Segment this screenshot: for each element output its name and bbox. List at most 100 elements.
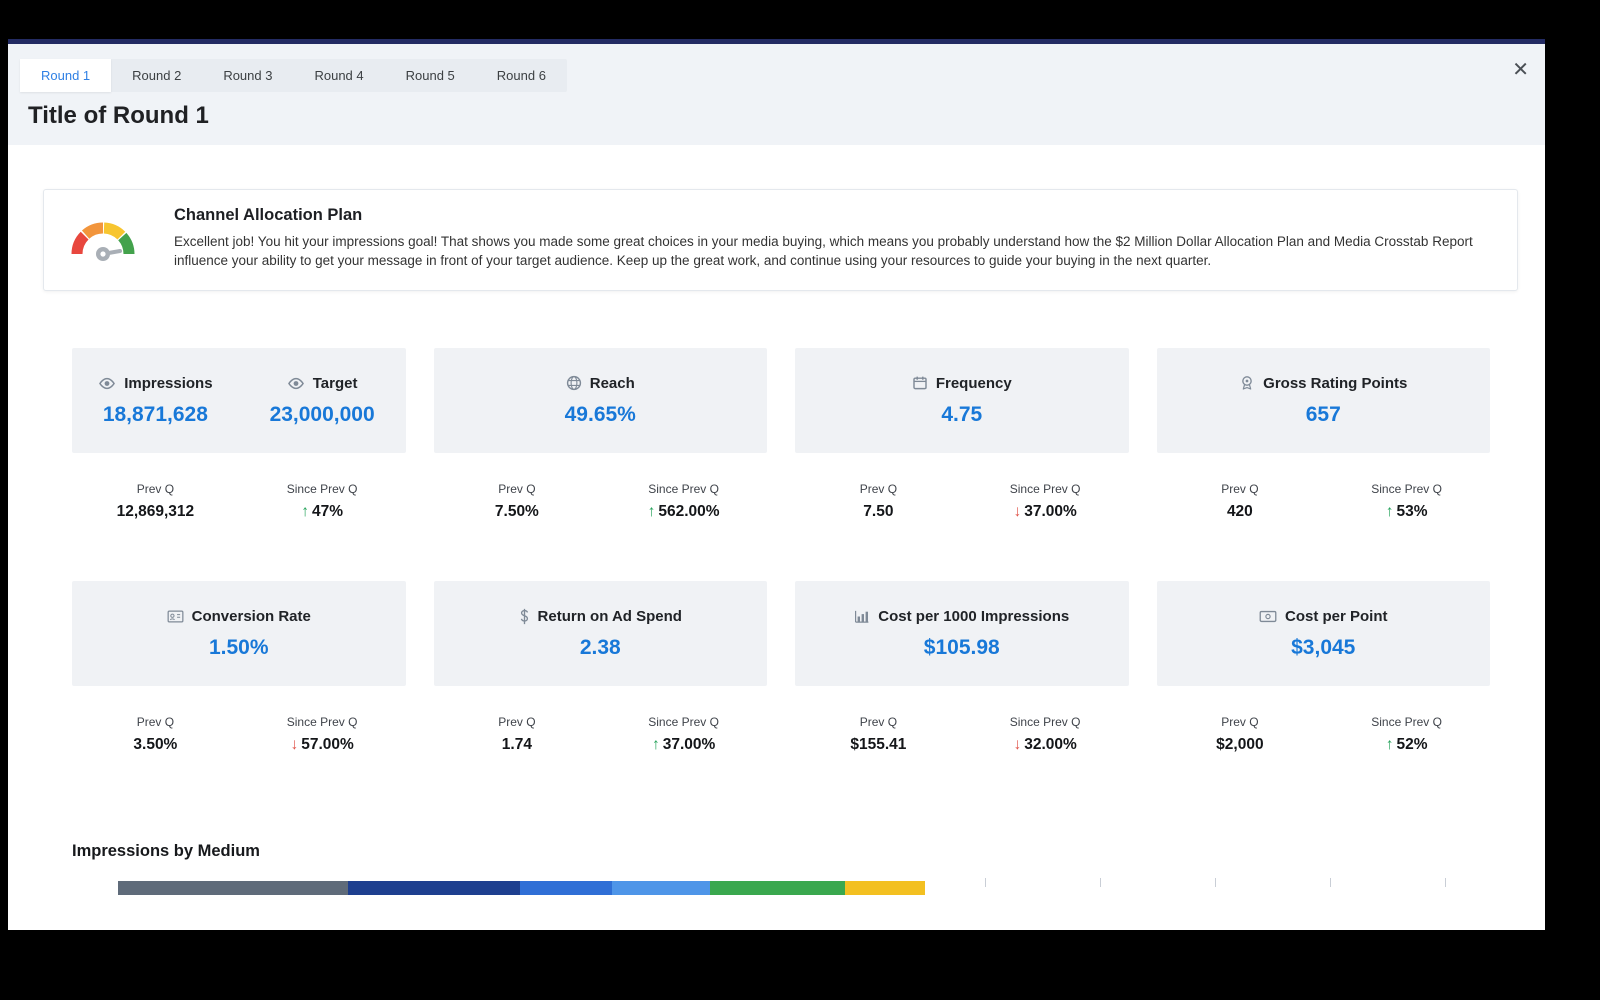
since-prev-q-value: 53% <box>1396 503 1428 521</box>
contact-card-icon <box>167 609 184 624</box>
axis-tick <box>1330 878 1331 888</box>
tab-round-2[interactable]: Round 2 <box>132 68 182 83</box>
metric-value: 49.65% <box>564 402 636 426</box>
metric-value-box: Cost per 1000 Impressions $105.98 <box>795 581 1129 687</box>
bar-track <box>118 878 1446 896</box>
metrics-grid-row-2: Conversion Rate 1.50% Prev Q 3.50% Since… <box>72 581 1490 754</box>
metric-label: Cost per Point <box>1284 607 1388 625</box>
delta-arrow-icon <box>1386 736 1394 753</box>
tab-round-6[interactable]: Round 6 <box>496 68 546 83</box>
since-prev-q-value: 562.00% <box>658 503 720 521</box>
metric-value-box: Gross Rating Points 657 <box>1156 348 1490 454</box>
prev-q-label: Prev Q <box>859 482 898 497</box>
delta-arrow-icon <box>1013 736 1021 753</box>
tab-round-3[interactable]: Round 3 <box>223 68 273 83</box>
delta-arrow-icon <box>290 736 298 753</box>
since-prev-q-label: Since Prev Q <box>286 715 358 730</box>
summary-card: Channel Allocation Plan Excellent job! Y… <box>43 189 1518 292</box>
since-prev-q-label: Since Prev Q <box>648 482 719 497</box>
prev-q-label: Prev Q <box>1221 482 1259 497</box>
metric-label: Conversion Rate <box>191 607 311 625</box>
delta-arrow-icon <box>1013 503 1021 520</box>
prev-q-label: Prev Q <box>1221 715 1259 730</box>
page-title: Title of Round 1 <box>28 102 209 129</box>
prev-q-value: 420 <box>1226 503 1253 521</box>
since-prev-q-label: Since Prev Q <box>1371 482 1442 497</box>
summary-title: Channel Allocation Plan <box>174 206 363 224</box>
prev-q-value: 1.74 <box>501 736 532 754</box>
window-top-accent <box>8 39 1545 44</box>
since-prev-q-label: Since Prev Q <box>648 715 719 730</box>
tab-round-1[interactable]: Round 1 <box>20 59 112 92</box>
metric-label: Impressions <box>124 374 213 392</box>
since-prev-q-value: 57.00% <box>301 736 354 754</box>
banknote-icon <box>1259 610 1277 623</box>
prev-q-value: 3.50% <box>133 736 178 754</box>
prev-q-label: Prev Q <box>498 715 536 730</box>
delta-arrow-icon <box>652 736 660 753</box>
metric-value-box: Reach 49.65% <box>433 348 767 454</box>
section-title-impressions-by-medium: Impressions by Medium <box>72 842 260 861</box>
prev-q-value: 7.50% <box>494 503 539 521</box>
metric-card-impressions: Impressions 18,871,628 Target 23,000,000 <box>72 348 406 521</box>
metric-value-box: Impressions 18,871,628 Target 23,000,000 <box>72 348 406 454</box>
metric-label-target: Target <box>312 374 358 392</box>
metric-value-box: Return on Ad Spend 2.38 <box>433 581 767 687</box>
since-prev-q-value: 37.00% <box>662 736 716 754</box>
main-content: Channel Allocation Plan Excellent job! Y… <box>8 145 1545 930</box>
calendar-icon <box>912 375 928 391</box>
prev-q-label: Prev Q <box>859 715 898 730</box>
bar-segment <box>347 881 521 896</box>
metric-value-box: Cost per Point $3,045 <box>1156 581 1490 687</box>
prev-q-value: $2,000 <box>1216 736 1264 754</box>
prev-q-label: Prev Q <box>136 482 175 497</box>
bar-segment <box>118 881 348 896</box>
bar-segment <box>611 881 710 896</box>
metric-card-gross-rating-points: Gross Rating Points 657 Prev Q 420 Since… <box>1156 348 1490 521</box>
metric-label: Cost per 1000 Impressions <box>878 607 1070 625</box>
dollar-icon <box>519 608 530 625</box>
eye-icon <box>98 377 116 390</box>
close-icon[interactable]: ✕ <box>1512 59 1529 81</box>
metric-value-box: Frequency 4.75 <box>795 348 1129 454</box>
stacked-bar <box>118 881 1445 896</box>
bar-segment <box>845 881 925 896</box>
bar-segment <box>709 881 846 896</box>
metric-card-return-on-ad-spend: Return on Ad Spend 2.38 Prev Q 1.74 Sinc… <box>433 581 767 754</box>
prev-q-value: 7.50 <box>863 503 894 521</box>
since-prev-q-value: 47% <box>311 503 344 521</box>
app-window: Round 1 Round 2 Round 3 Round 4 Round 5 … <box>8 44 1545 930</box>
axis-tick <box>985 878 986 888</box>
metric-value-target: 23,000,000 <box>269 402 375 426</box>
metrics-grid-row-1: Impressions 18,871,628 Target 23,000,000 <box>72 348 1490 521</box>
since-prev-q-label: Since Prev Q <box>1371 715 1442 730</box>
tab-round-4[interactable]: Round 4 <box>314 68 364 83</box>
delta-arrow-icon <box>648 503 656 520</box>
eye-icon <box>287 377 305 390</box>
impressions-by-medium-chart <box>118 878 1545 930</box>
metric-label: Return on Ad Spend <box>537 607 682 625</box>
metric-card-frequency: Frequency 4.75 Prev Q 7.50 Since Prev Q … <box>795 348 1129 521</box>
metric-value: 18,871,628 <box>102 402 208 426</box>
metric-card-cost-per-1000-impressions: Cost per 1000 Impressions $105.98 Prev Q… <box>795 581 1129 754</box>
axis-tick <box>1100 878 1101 888</box>
gauge-icon <box>70 212 136 264</box>
delta-arrow-icon <box>301 503 309 520</box>
metric-label: Reach <box>589 374 635 392</box>
medal-icon <box>1239 375 1255 391</box>
metric-value: 1.50% <box>208 635 269 659</box>
globe-icon <box>566 375 582 391</box>
since-prev-q-value: 52% <box>1396 736 1428 754</box>
metric-value-box: Conversion Rate 1.50% <box>72 581 406 687</box>
metric-value: 4.75 <box>941 402 983 426</box>
axis-tick <box>1445 878 1446 888</box>
metric-label: Frequency <box>935 374 1012 392</box>
metric-card-cost-per-point: Cost per Point $3,045 Prev Q $2,000 Sinc… <box>1156 581 1490 754</box>
axis-tick <box>1215 878 1216 888</box>
tab-round-5[interactable]: Round 5 <box>405 68 455 83</box>
since-prev-q-label: Since Prev Q <box>286 482 358 497</box>
summary-text: Channel Allocation Plan Excellent job! Y… <box>174 206 1491 270</box>
since-prev-q-label: Since Prev Q <box>1009 715 1081 730</box>
metric-value: $105.98 <box>923 635 1000 659</box>
since-prev-q-value: 32.00% <box>1024 736 1077 754</box>
